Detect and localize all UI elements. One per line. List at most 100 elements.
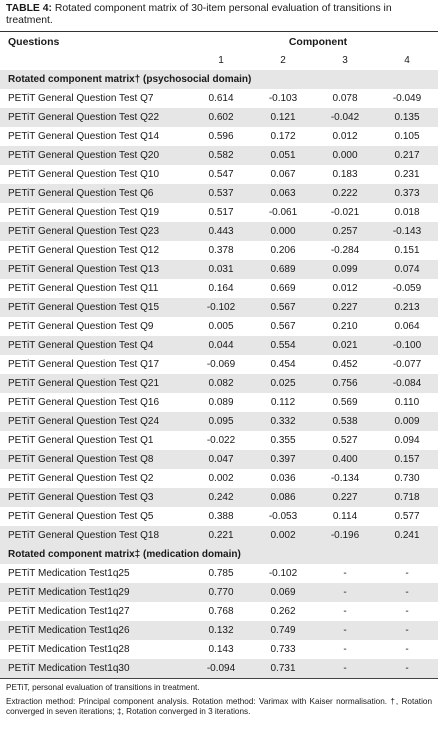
- caption-text: Rotated component matrix of 30-item pers…: [6, 3, 392, 26]
- loading-cell-component-1: 0.785: [208, 568, 234, 579]
- table-row: PETiT General Question Test Q15 -0.102 0.5…: [0, 298, 438, 317]
- questions-header: Questions: [8, 35, 60, 48]
- loading-cell-component-4: 0.135: [376, 108, 438, 127]
- loading-cell-component-4: -: [405, 568, 409, 579]
- component-header: Component: [288, 35, 348, 48]
- question-cell: PETiT General Question Test Q18: [0, 526, 190, 545]
- loading-cell-component-3: 0.000: [314, 146, 376, 165]
- table-row: PETiT Medication Test1q30 -0.094 0.731- -: [0, 659, 438, 678]
- loading-cell-component-2: 0.731: [252, 659, 314, 678]
- loading-cell-component-3: 0.527: [332, 435, 358, 446]
- question-cell: PETiT Medication Test1q26: [0, 621, 190, 640]
- question-cell: PETiT General Question Test Q7: [8, 93, 154, 104]
- loading-cell-component-4: 0.151: [394, 245, 420, 256]
- table-row: PETiT General Question Test Q19 0.517 -0.0…: [0, 203, 438, 222]
- loading-cell-component-2: -0.053: [268, 511, 298, 522]
- table-row: PETiT General Question Test Q5 0.388 -0.05…: [0, 507, 438, 526]
- section-title: Rotated component matrix‡ (medication do…: [0, 545, 438, 564]
- table-row: PETiT Medication Test1q28 0.143 0.733 - -: [0, 640, 438, 659]
- question-cell: PETiT General Question Test Q17: [8, 359, 160, 370]
- bottom-rule: [0, 678, 438, 679]
- loading-cell-component-4: -: [405, 606, 409, 617]
- question-cell: PETiT Medication Test1q29: [0, 583, 190, 602]
- question-cell: PETiT General Question Test Q4: [0, 336, 190, 355]
- table-figure: TABLE 4: Rotated component matrix of 30-…: [0, 3, 438, 716]
- question-cell: PETiT General Question Test Q10: [8, 169, 160, 180]
- loading-cell-component-4: -0.084: [376, 374, 438, 393]
- loading-cell-component-4: 0.213: [376, 298, 438, 317]
- loading-cell-component-2: 0.332: [252, 412, 314, 431]
- table-row: PETiT General Question Test Q10 0.547 0.06…: [0, 165, 438, 184]
- question-cell: PETiT General Question Test Q20: [0, 146, 190, 165]
- loading-cell-component-3: -0.021: [330, 207, 360, 218]
- column-1-header: 1: [218, 55, 224, 66]
- loading-cell-component-1: 0.031: [190, 260, 252, 279]
- loading-cell-component-3: -0.134: [330, 473, 360, 484]
- loading-cell-component-3: 0.099: [314, 260, 376, 279]
- loading-cell-component-4: 0.373: [376, 184, 438, 203]
- loading-cell-component-1: 0.378: [208, 245, 234, 256]
- loading-cell-component-1: 0.095: [190, 412, 252, 431]
- loading-cell-component-2: 0.051: [252, 146, 314, 165]
- loading-cell-component-4: 0.730: [394, 473, 420, 484]
- table-row: PETiT General Question Test Q17 -0.069 0.4…: [0, 355, 438, 374]
- loading-cell-component-2: 0.121: [252, 108, 314, 127]
- loading-cell-component-2: 0.733: [270, 644, 296, 655]
- table-row: PETiT Medication Test1q27 0.768 0.262 - -: [0, 602, 438, 621]
- loading-cell-component-4: -: [405, 644, 409, 655]
- loading-cell-component-3: -0.196: [314, 526, 376, 545]
- table-header: Questions Component: [0, 32, 438, 51]
- loading-cell-component-1: -0.069: [206, 359, 236, 370]
- loading-cell-component-1: -0.102: [190, 298, 252, 317]
- loading-cell-component-3: -: [314, 621, 376, 640]
- table-row: PETiT General Question Test Q13 0.031 0.68…: [0, 260, 438, 279]
- caption-label: TABLE 4:: [6, 3, 52, 14]
- loading-cell-component-2: 0.069: [252, 583, 314, 602]
- table-row: PETiT General Question Test Q12 0.378 0.20…: [0, 241, 438, 260]
- loading-cell-component-3: 0.210: [332, 321, 358, 332]
- loading-cell-component-2: -0.061: [268, 207, 298, 218]
- loading-cell-component-4: 0.157: [376, 450, 438, 469]
- loading-cell-component-2: 0.067: [270, 169, 296, 180]
- loading-cell-component-2: 0.567: [252, 298, 314, 317]
- table-row: PETiT General Question Test Q18 0.221 0.00…: [0, 526, 438, 545]
- loading-cell-component-4: 0.105: [394, 131, 420, 142]
- table-row: PETiT Medication Test1q26 0.132 0.749- -: [0, 621, 438, 640]
- table-row: PETiT General Question Test Q14 0.596 0.17…: [0, 127, 438, 146]
- loading-cell-component-3: 0.569: [332, 397, 358, 408]
- loading-cell-component-3: -0.042: [314, 108, 376, 127]
- question-cell: PETiT General Question Test Q19: [8, 207, 160, 218]
- column-2-header: 2: [280, 55, 286, 66]
- loading-cell-component-3: 0.227: [314, 298, 376, 317]
- question-cell: PETiT Medication Test1q30: [0, 659, 190, 678]
- question-cell: PETiT General Question Test Q1: [8, 435, 154, 446]
- loading-cell-component-2: 0.206: [270, 245, 296, 256]
- loading-cell-component-4: 0.094: [394, 435, 420, 446]
- loading-cell-component-1: 0.614: [208, 93, 234, 104]
- table-row: PETiT Medication Test1q29 0.770 0.069- -: [0, 583, 438, 602]
- loading-cell-component-3: -: [343, 568, 347, 579]
- section-title: Rotated component matrix† (psychosocial …: [0, 70, 438, 89]
- loading-cell-component-4: 0.064: [394, 321, 420, 332]
- loading-cell-component-1: 0.596: [208, 131, 234, 142]
- loading-cell-component-4: 0.718: [376, 488, 438, 507]
- loading-cell-component-1: 0.044: [190, 336, 252, 355]
- loading-cell-component-2: 0.000: [252, 222, 314, 241]
- loading-cell-component-4: -: [376, 659, 438, 678]
- column-3-header: 3: [342, 55, 348, 66]
- question-cell: PETiT General Question Test Q16: [8, 397, 160, 408]
- table-row: PETiT General Question Test Q9 0.005 0.567…: [0, 317, 438, 336]
- loading-cell-component-1: 0.221: [190, 526, 252, 545]
- loading-cell-component-4: -0.143: [376, 222, 438, 241]
- loading-cell-component-3: 0.756: [314, 374, 376, 393]
- loading-cell-component-2: 0.567: [270, 321, 296, 332]
- table-row: PETiT General Question Test Q11 0.164 0.66…: [0, 279, 438, 298]
- loading-cell-component-2: 0.689: [252, 260, 314, 279]
- loading-cell-component-1: -0.022: [206, 435, 236, 446]
- loading-cell-component-1: 0.047: [190, 450, 252, 469]
- question-cell: PETiT General Question Test Q5: [8, 511, 154, 522]
- loading-cell-component-2: 0.112: [270, 397, 296, 408]
- loading-cell-component-2: 0.669: [270, 283, 296, 294]
- loading-cell-component-1: 0.002: [208, 473, 234, 484]
- loading-cell-component-3: -: [343, 644, 347, 655]
